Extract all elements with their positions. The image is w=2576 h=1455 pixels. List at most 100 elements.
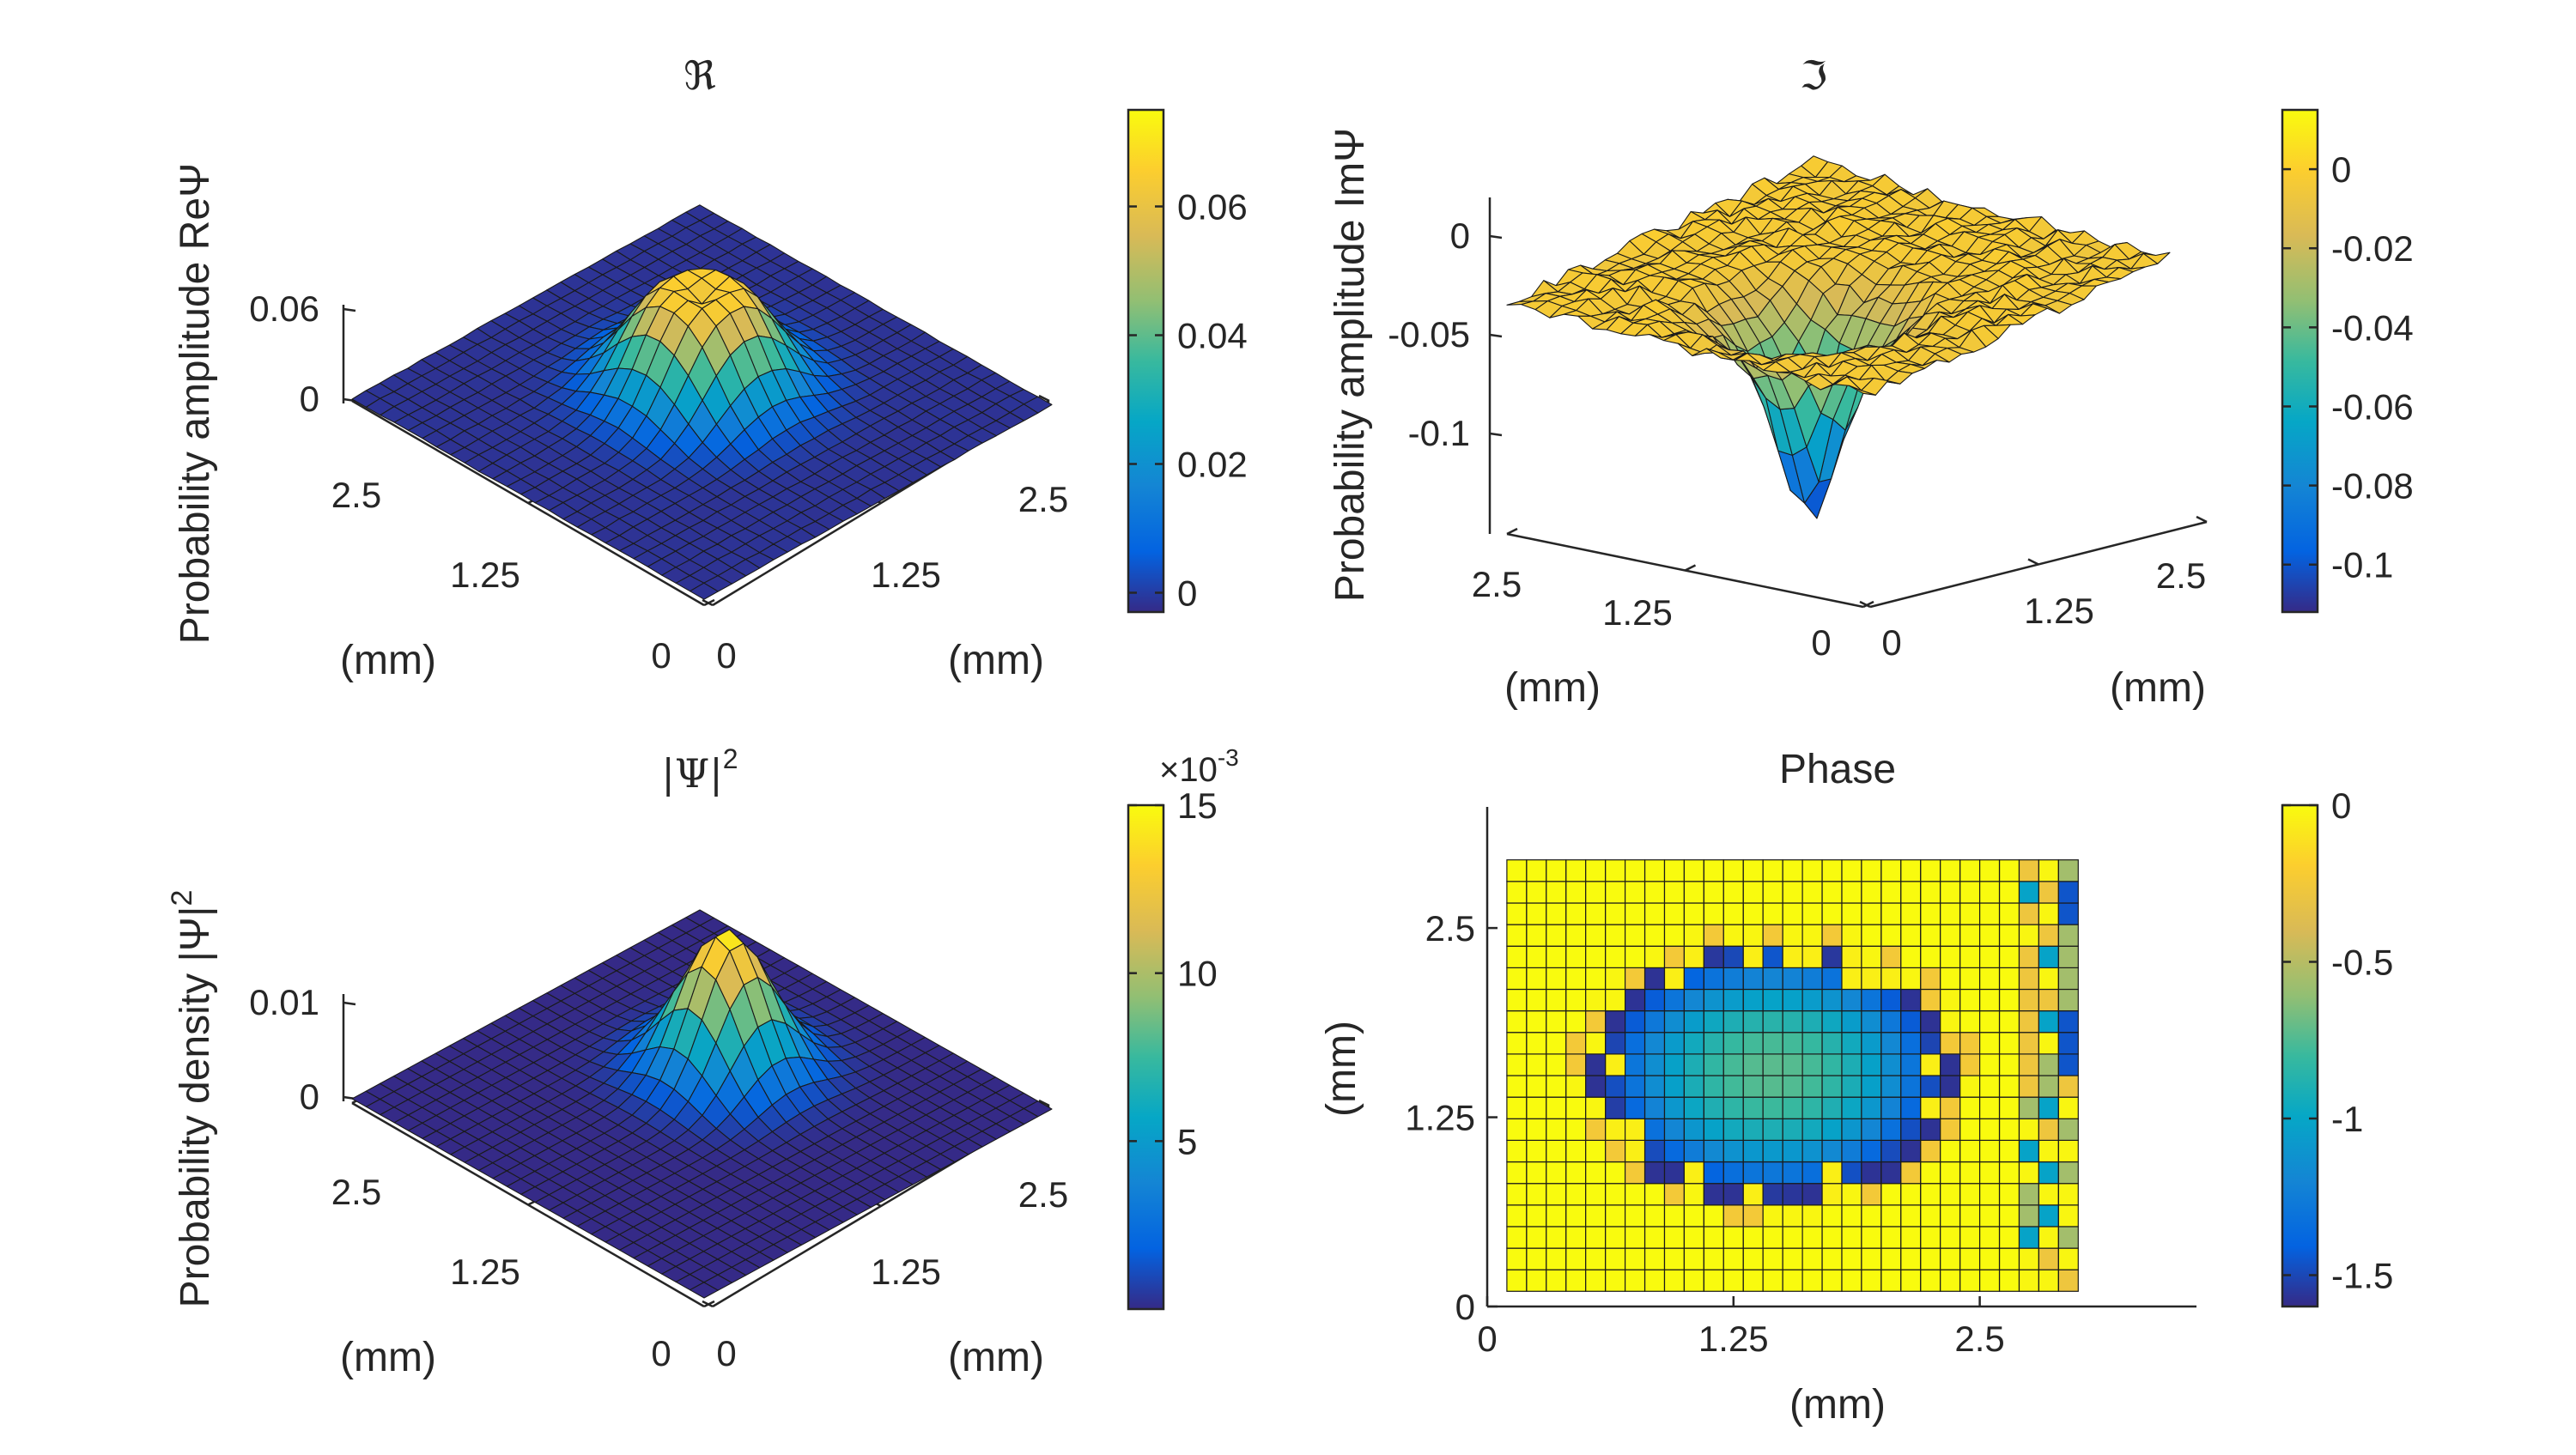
phase-cell (1920, 945, 1941, 969)
phase-cell (1801, 1247, 1823, 1270)
phase-cell (1841, 881, 1862, 904)
phase-cell (1762, 1009, 1783, 1034)
phase-cell (1683, 1118, 1704, 1142)
phase-cell (1841, 1139, 1862, 1163)
svg-text:1.25: 1.25 (871, 1252, 941, 1292)
phase-cell (1605, 1269, 1626, 1292)
phase-cell (1565, 945, 1587, 969)
phase-cell (2018, 902, 2039, 925)
phase-cell (1861, 1053, 1882, 1076)
phase-cell (1900, 1247, 1922, 1270)
phase-cell (2057, 881, 2079, 904)
phase-cell (1841, 1204, 1862, 1228)
phase-cell (2018, 859, 2039, 882)
phase-y-tick-label: 2.5 (1425, 908, 1475, 949)
phase-cell (1940, 902, 1961, 925)
surface-patch (1848, 385, 1876, 396)
phase-cell (1546, 1118, 1567, 1142)
phase-cell (1643, 1009, 1666, 1034)
z-tick-mark (343, 1001, 356, 1006)
phase-cell (1585, 967, 1607, 991)
phase-cell (1624, 1204, 1646, 1228)
phase-cell (1940, 1139, 1961, 1163)
phase-cell (1624, 1226, 1646, 1249)
phase-cell (1722, 1075, 1744, 1098)
colorbar-tick-label: -0.5 (2331, 943, 2393, 983)
phase-cell (1979, 1204, 2001, 1228)
phase-cell (1920, 1226, 1941, 1249)
phase-cell (1762, 1183, 1783, 1206)
phase-cell (1585, 924, 1607, 947)
phase-cell (1979, 1118, 2001, 1142)
phase-cell (1782, 1247, 1803, 1270)
phase-cell (1742, 988, 1764, 1012)
phase-cell (2038, 1183, 2059, 1206)
phase-cell (1526, 1247, 1547, 1270)
imaginary-part-axes: 0 -0.05 -0.1 (1388, 197, 2208, 609)
phase-cell (1605, 1053, 1626, 1076)
phase-cell (1742, 1096, 1764, 1119)
x-tick-mark (2027, 558, 2039, 566)
phase-cell (1703, 902, 1724, 925)
phase-cell (1565, 1032, 1587, 1055)
z-tick-mark (1489, 432, 1503, 437)
phase-cell (1624, 924, 1646, 947)
phase-cell (1506, 1096, 1528, 1119)
phase-cell (1999, 902, 2020, 925)
phase-cell (1663, 945, 1685, 969)
phase-cell (1565, 988, 1587, 1012)
phase-cell (1605, 1009, 1626, 1034)
phase-cell (1643, 924, 1666, 947)
phase-cell (1624, 1247, 1646, 1270)
phase-cell (1782, 1096, 1803, 1119)
phase-cell (1979, 1183, 2001, 1206)
phase-cell (1506, 1269, 1528, 1292)
phase-cell (1762, 988, 1783, 1012)
phase-cell (1900, 1118, 1922, 1142)
phase-cell (1940, 1269, 1961, 1292)
phase-cell (1880, 1161, 1902, 1185)
phase-cell (1999, 1053, 2020, 1076)
phase-cell (1900, 1032, 1922, 1055)
real-part-y-axis-label: (mm) (340, 638, 436, 683)
density-x-axis-label: (mm) (948, 1335, 1044, 1380)
phase-y-tick-label: 1.25 (1405, 1098, 1475, 1138)
phase-cell (1703, 1075, 1724, 1098)
phase-cell (1643, 1269, 1666, 1292)
phase-cell (1821, 988, 1843, 1012)
phase-cell (1742, 945, 1764, 969)
z-tick-label: -0.1 (1408, 413, 1470, 453)
phase-cell (1940, 1247, 1961, 1270)
phase-cell (1762, 1204, 1783, 1228)
colorbar-tick-label: -0.04 (2331, 307, 2414, 348)
phase-cell (1959, 945, 1981, 969)
phase-cell (2038, 902, 2059, 925)
phase-cell (1722, 859, 1744, 882)
phase-cell (1782, 859, 1803, 882)
phase-cell (1801, 988, 1823, 1012)
phase-cell (1546, 945, 1567, 969)
phase-cell (1959, 1118, 1981, 1142)
phase-cell (1506, 1032, 1528, 1055)
phase-cell (1880, 1226, 1902, 1249)
phase-cell (1821, 1009, 1843, 1034)
phase-cell (1999, 1032, 2020, 1055)
phase-cell (1821, 1096, 1843, 1119)
phase-cell (1506, 1075, 1528, 1098)
phase-cell (1801, 1032, 1823, 1055)
phase-cell (1585, 1075, 1607, 1098)
phase-cell (1920, 1247, 1941, 1270)
phase-cell (1624, 1009, 1646, 1034)
phase-cell (1880, 1009, 1902, 1034)
phase-cell (1861, 1269, 1882, 1292)
phase-cell (1663, 967, 1685, 991)
phase-cell (1703, 1161, 1724, 1185)
phase-cell (1900, 1226, 1922, 1249)
phase-cell (1663, 1053, 1685, 1076)
phase-cell (1605, 1226, 1626, 1249)
phase-cell (1841, 902, 1862, 925)
phase-cell (1643, 945, 1666, 969)
imaginary-part-x-axis-label: (mm) (2110, 665, 2206, 711)
phase-cell (1920, 967, 1941, 991)
phase-cell (1605, 945, 1626, 969)
